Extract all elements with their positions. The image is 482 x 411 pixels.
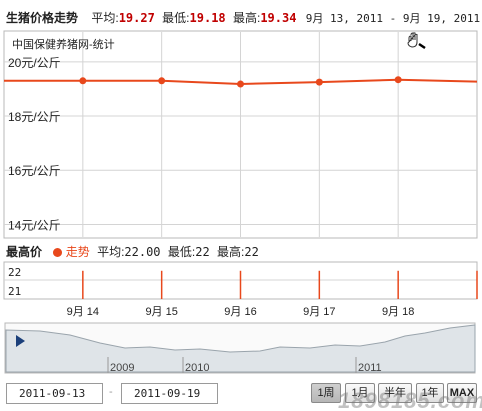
end-date-input[interactable]: 2011-09-19	[121, 383, 218, 404]
data-point[interactable]	[315, 78, 323, 86]
x-tick-label: 9月 14	[66, 306, 100, 318]
main-price-chart: 20元/公斤 18元/公斤 16元/公斤 14元/公斤	[3, 30, 478, 239]
pan-tool-icon[interactable]	[405, 32, 427, 50]
y-tick-label: 16元/公斤	[8, 164, 61, 178]
navigator-year-label: 2011	[358, 362, 382, 374]
min-value: 19.18	[189, 11, 226, 25]
secondary-avg-label: 平均:	[97, 245, 125, 259]
navigator-year-label: 2009	[110, 362, 134, 374]
min-label: 最低:	[162, 11, 190, 25]
range-button-1m[interactable]: 1月	[345, 383, 375, 403]
legend-marker	[53, 248, 63, 257]
secondary-header: 最高价 走势 平均:22.00 最低:22 最高:22	[6, 243, 259, 260]
data-point[interactable]	[79, 77, 87, 85]
navigator-area	[5, 324, 476, 373]
data-point[interactable]	[237, 80, 244, 88]
start-date-input[interactable]: 2011-09-13	[6, 383, 103, 404]
secondary-min-value: 22	[195, 245, 210, 259]
secondary-max-value: 22	[244, 245, 259, 259]
secondary-chart	[3, 261, 478, 300]
max-value: 19.34	[260, 11, 297, 25]
range-separator: -	[109, 386, 113, 398]
x-tick-label: 9月 16	[224, 306, 257, 318]
navigator-handle-icon[interactable]	[16, 335, 25, 347]
legend-label: 走势	[65, 245, 90, 259]
secondary-max-label: 最高:	[217, 245, 245, 259]
range-button-1y[interactable]: 1年	[416, 383, 444, 403]
date-range-label: 9月 13, 2011 - 9月 19, 2011	[305, 12, 481, 25]
avg-value: 19.27	[118, 11, 155, 25]
x-tick-label: 9月 15	[145, 306, 178, 318]
data-point[interactable]	[394, 76, 402, 84]
avg-label: 平均:	[91, 11, 119, 25]
range-button-1w[interactable]: 1周	[311, 383, 341, 403]
x-tick-label: 9月 17	[303, 306, 336, 318]
source-label: 中国保健养猪网-统计	[12, 39, 115, 51]
secondary-avg-value: 22.00	[124, 245, 161, 259]
chart-title: 生猪价格走势	[6, 11, 79, 25]
y-tick-label: 18元/公斤	[8, 110, 61, 124]
chart-header: 生猪价格走势 平均:19.27 最低:19.18 最高:19.34 9月 13,…	[6, 9, 480, 26]
y-tick-label: 14元/公斤	[8, 218, 61, 232]
secondary-ytick: 22	[8, 266, 22, 279]
secondary-title: 最高价	[6, 245, 43, 259]
y-tick-label: 20元/公斤	[8, 56, 61, 70]
navigator-year-label: 2010	[185, 362, 209, 374]
secondary-min-label: 最低:	[167, 245, 196, 259]
x-tick-label: 9月 18	[381, 306, 415, 318]
secondary-ytick: 21	[8, 285, 22, 298]
range-button-max[interactable]: MAX	[447, 383, 477, 403]
range-navigator[interactable]: 2009 2010 2011	[0, 322, 482, 374]
watermark-logo: 1898185.com	[338, 388, 482, 411]
data-point[interactable]	[158, 77, 166, 85]
range-button-6m[interactable]: 半年	[378, 383, 412, 403]
max-label: 最高:	[232, 11, 261, 25]
